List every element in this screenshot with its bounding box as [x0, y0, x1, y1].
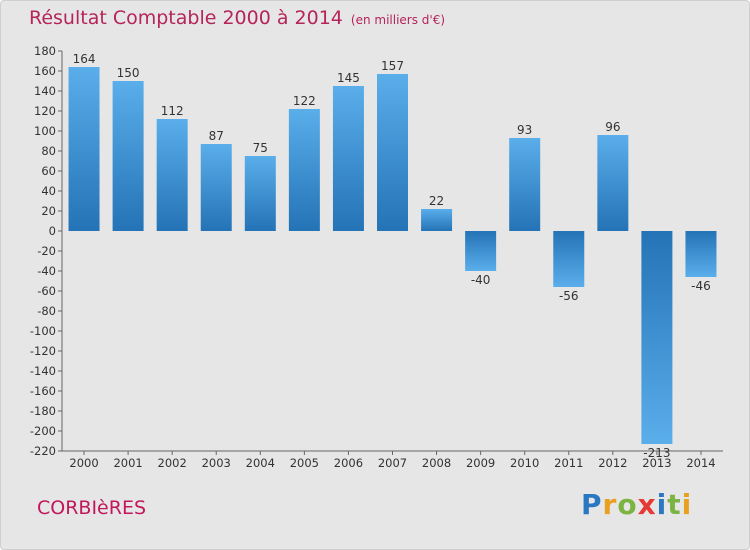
- logo-letter: t: [667, 488, 681, 521]
- data-label: 87: [209, 129, 224, 143]
- y-tick-label: -60: [37, 284, 56, 298]
- data-label: 93: [517, 123, 532, 137]
- data-label: -56: [559, 289, 579, 303]
- y-tick-label: 60: [41, 164, 56, 178]
- bar: [553, 231, 584, 287]
- bar: [377, 74, 408, 231]
- logo-letter: o: [617, 488, 637, 521]
- bar: [421, 209, 452, 231]
- bar: [333, 86, 364, 231]
- x-tick-label: 2008: [422, 456, 451, 470]
- x-tick-label: 2004: [246, 456, 275, 470]
- data-label: -40: [471, 273, 491, 287]
- y-tick-label: -160: [30, 384, 56, 398]
- y-tick-label: 20: [41, 204, 56, 218]
- data-label: 96: [605, 120, 620, 134]
- bar: [465, 231, 496, 271]
- y-tick-label: 40: [41, 184, 56, 198]
- y-tick-label: 120: [34, 104, 56, 118]
- data-label: 164: [73, 52, 96, 66]
- x-tick-label: 2001: [113, 456, 142, 470]
- commune-name: CORBIèRES: [37, 497, 146, 519]
- bar: [685, 231, 716, 277]
- y-tick-label: -40: [37, 264, 56, 278]
- bar: [245, 156, 276, 231]
- data-label: 145: [337, 71, 360, 85]
- x-tick-label: 2014: [686, 456, 715, 470]
- y-tick-label: 160: [34, 64, 56, 78]
- x-tick-label: 2011: [554, 456, 583, 470]
- logo-letter: x: [638, 488, 657, 521]
- bar: [289, 109, 320, 231]
- data-label: -213: [643, 446, 670, 460]
- bar: [157, 119, 188, 231]
- data-label: 122: [293, 94, 316, 108]
- data-label: 75: [253, 141, 268, 155]
- bar: [69, 67, 100, 231]
- bar: [597, 135, 628, 231]
- y-tick-label: -200: [30, 424, 56, 438]
- x-tick-label: 2002: [158, 456, 187, 470]
- y-tick-label: -80: [37, 304, 56, 318]
- x-tick-label: 2000: [69, 456, 98, 470]
- y-tick-label: 100: [34, 124, 56, 138]
- y-tick-label: -120: [30, 344, 56, 358]
- y-tick-label: -100: [30, 324, 56, 338]
- logo-letter: r: [603, 488, 618, 521]
- bar: [509, 138, 540, 231]
- y-tick-label: -20: [37, 244, 56, 258]
- proxiti-logo[interactable]: Proxiti: [581, 488, 692, 521]
- data-label: 112: [161, 104, 184, 118]
- x-tick-label: 2005: [290, 456, 319, 470]
- logo-letter: P: [581, 488, 603, 521]
- x-tick-label: 2006: [334, 456, 363, 470]
- y-tick-label: 180: [34, 44, 56, 58]
- x-tick-label: 2012: [598, 456, 627, 470]
- data-label: 150: [117, 66, 140, 80]
- y-tick-label: 80: [41, 144, 56, 158]
- y-tick-label: -140: [30, 364, 56, 378]
- x-tick-label: 2010: [510, 456, 539, 470]
- logo-letter: i: [682, 488, 693, 521]
- data-label: -46: [691, 279, 711, 293]
- x-tick-label: 2009: [466, 456, 495, 470]
- y-tick-label: -180: [30, 404, 56, 418]
- x-tick-label: 2003: [202, 456, 231, 470]
- bar: [641, 231, 672, 444]
- y-tick-label: 140: [34, 84, 56, 98]
- bar: [201, 144, 232, 231]
- y-tick-label: -220: [30, 444, 56, 458]
- data-label: 22: [429, 194, 444, 208]
- y-tick-label: 0: [49, 224, 56, 238]
- logo-letter: i: [657, 488, 668, 521]
- bar: [113, 81, 144, 231]
- x-tick-label: 2007: [378, 456, 407, 470]
- data-label: 157: [381, 59, 404, 73]
